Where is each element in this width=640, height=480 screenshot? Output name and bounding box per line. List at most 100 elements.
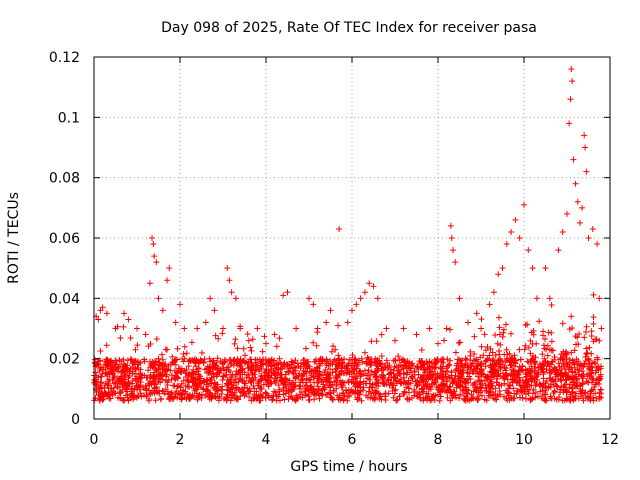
data-point <box>542 336 549 343</box>
data-point <box>233 368 240 375</box>
data-point <box>539 351 546 358</box>
data-point <box>310 367 317 374</box>
data-point <box>561 397 568 404</box>
data-point <box>583 168 590 175</box>
data-point <box>212 393 219 400</box>
data-point <box>425 390 432 397</box>
data-point <box>541 345 548 352</box>
data-point <box>551 353 558 360</box>
data-point <box>569 324 576 331</box>
data-point <box>594 364 601 371</box>
data-point <box>245 337 252 344</box>
data-point <box>490 289 497 296</box>
data-point <box>327 390 334 397</box>
data-point <box>232 295 239 302</box>
data-point <box>435 340 441 347</box>
data-point <box>533 295 540 302</box>
data-point <box>219 377 226 384</box>
data-point <box>172 319 179 326</box>
data-point <box>143 391 150 398</box>
data-point <box>272 389 279 396</box>
data-point <box>563 348 570 355</box>
data-point <box>484 373 491 380</box>
data-point <box>465 319 472 326</box>
data-point <box>317 390 324 397</box>
data-point <box>367 394 374 401</box>
data-point <box>208 395 215 402</box>
data-point <box>373 362 380 369</box>
data-point <box>300 379 307 386</box>
data-point <box>500 370 507 377</box>
data-point <box>363 380 370 387</box>
data-point <box>469 360 476 367</box>
data-point <box>172 356 179 363</box>
data-point <box>496 348 503 355</box>
data-point <box>549 347 556 354</box>
data-point <box>374 295 381 302</box>
data-point <box>308 384 315 391</box>
data-point <box>503 241 510 248</box>
data-point <box>339 390 346 397</box>
data-point <box>489 392 496 399</box>
data-point <box>236 361 243 368</box>
data-point <box>390 357 397 364</box>
data-point <box>124 362 131 369</box>
data-point <box>429 380 436 387</box>
data-point <box>112 325 119 332</box>
data-point <box>231 340 238 347</box>
data-point <box>251 392 258 399</box>
data-point <box>302 392 309 399</box>
data-point <box>271 378 278 385</box>
data-point <box>129 370 136 377</box>
data-point <box>404 369 411 376</box>
data-point <box>216 395 223 402</box>
data-point <box>379 361 386 368</box>
data-point <box>305 376 312 383</box>
data-point <box>128 356 135 363</box>
data-point <box>210 357 217 364</box>
data-point <box>349 352 356 359</box>
data-point <box>242 352 249 359</box>
data-point <box>286 377 293 384</box>
data-point <box>228 289 235 296</box>
data-point <box>302 345 309 352</box>
data-point <box>557 389 564 396</box>
data-point <box>344 397 351 404</box>
data-point <box>570 156 577 163</box>
data-point <box>155 378 162 385</box>
data-point <box>336 355 343 362</box>
data-point <box>555 360 562 367</box>
data-point <box>377 391 384 398</box>
data-point <box>484 355 491 362</box>
data-point <box>252 356 259 363</box>
data-point <box>542 265 549 272</box>
data-point <box>478 316 485 323</box>
data-point <box>521 386 528 393</box>
data-point <box>500 326 507 333</box>
data-point <box>170 395 177 402</box>
data-point <box>314 389 321 396</box>
data-point <box>416 391 423 398</box>
data-point <box>285 362 292 369</box>
data-point <box>522 342 529 349</box>
data-point <box>301 357 308 364</box>
data-point <box>393 380 400 387</box>
data-point <box>401 379 408 386</box>
data-point <box>232 336 239 343</box>
data-point <box>518 383 525 390</box>
data-point <box>459 367 466 374</box>
data-point <box>580 397 587 404</box>
data-point <box>265 394 272 401</box>
data-point <box>121 361 128 368</box>
data-point <box>220 373 226 380</box>
data-point <box>323 319 330 326</box>
data-point <box>271 331 278 338</box>
data-point <box>182 383 189 390</box>
data-point <box>508 228 515 235</box>
data-point <box>479 370 486 377</box>
data-point <box>129 393 136 400</box>
data-point <box>310 301 317 308</box>
data-point <box>228 373 235 380</box>
data-point <box>223 394 230 401</box>
data-point <box>547 367 554 374</box>
